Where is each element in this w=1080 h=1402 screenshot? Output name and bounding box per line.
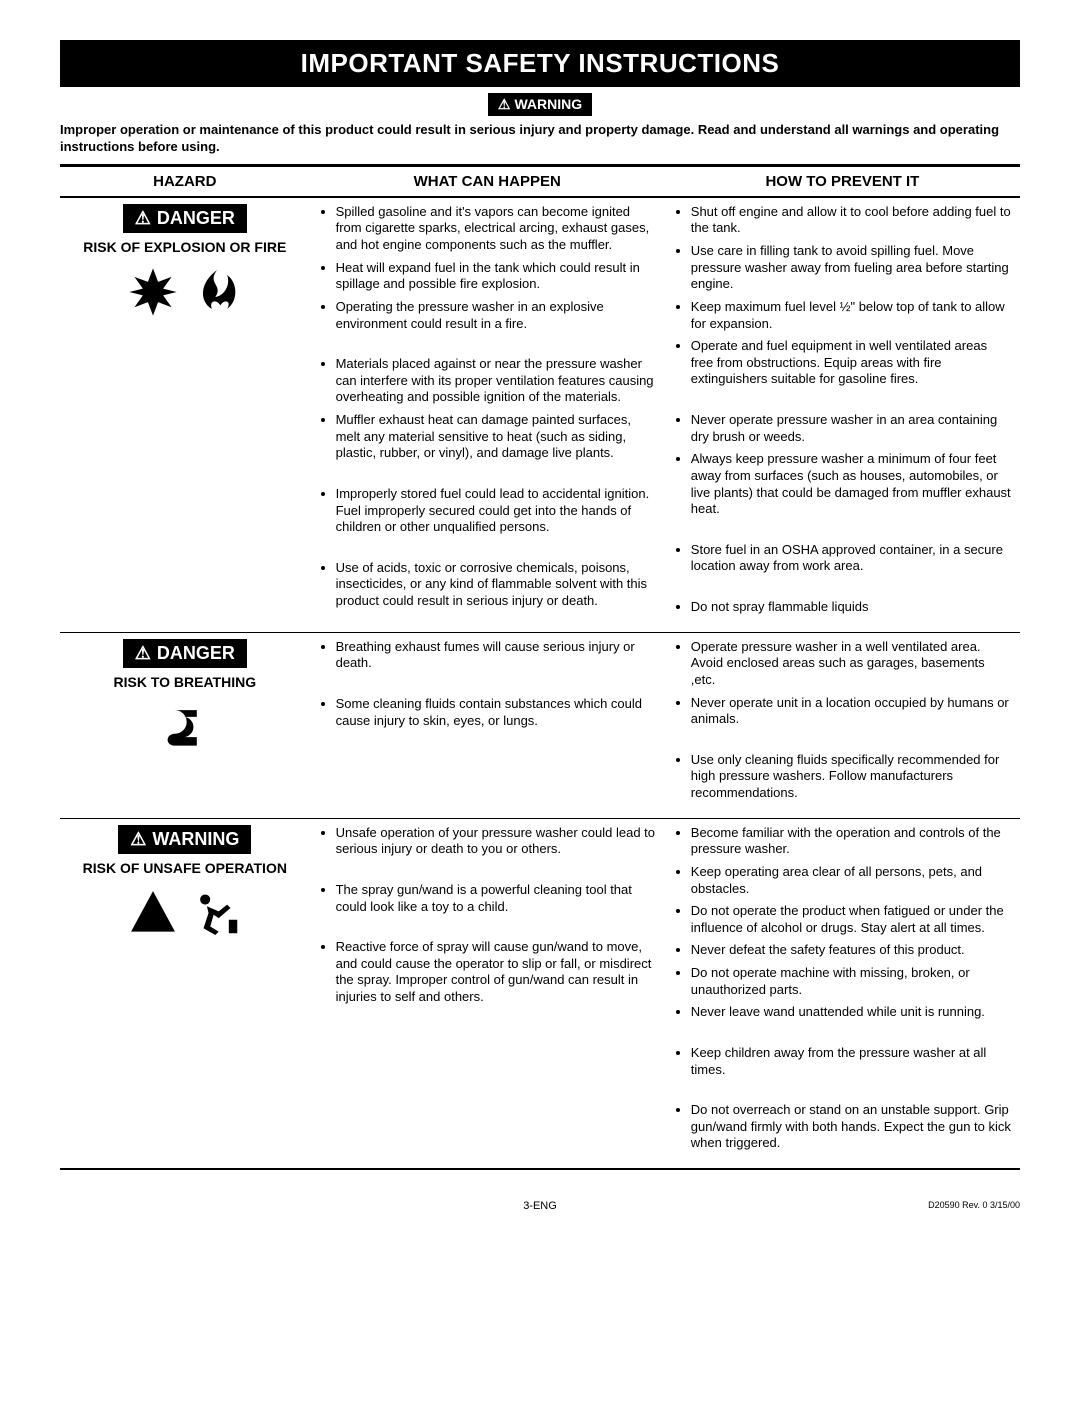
how-to-prevent-cell: Operate pressure washer in a well ventil…	[665, 632, 1020, 818]
how-item: Operate and fuel equipment in well venti…	[691, 338, 1012, 388]
explosion-icon	[123, 265, 183, 319]
how-item: Always keep pressure washer a minimum of…	[691, 451, 1012, 518]
hazard-label: DANGER	[123, 204, 247, 233]
how-item: Never operate pressure washer in an area…	[691, 412, 1012, 445]
how-item: Do not operate machine with missing, bro…	[691, 965, 1012, 998]
how-item: Keep operating area clear of all persons…	[691, 864, 1012, 897]
how-item: Use only cleaning fluids specifically re…	[691, 752, 1012, 802]
breathing-icon	[155, 700, 215, 754]
what-item: Breathing exhaust fumes will cause serio…	[336, 639, 657, 672]
hazard-cell: WARNING RISK OF UNSAFE OPERATION	[60, 818, 310, 1169]
how-item: Use care in filling tank to avoid spilli…	[691, 243, 1012, 293]
how-item: Keep children away from the pressure was…	[691, 1045, 1012, 1078]
how-item: Do not overreach or stand on an unstable…	[691, 1102, 1012, 1152]
what-item: Use of acids, toxic or corrosive chemica…	[336, 560, 657, 610]
what-can-happen-cell: Breathing exhaust fumes will cause serio…	[310, 632, 665, 818]
hazard-cell: DANGER RISK OF EXPLOSION OR FIRE	[60, 197, 310, 632]
hazard-table: HAZARD WHAT CAN HAPPEN HOW TO PREVENT IT…	[60, 164, 1020, 1170]
hazard-title: RISK OF UNSAFE OPERATION	[68, 860, 302, 876]
how-to-prevent-cell: Become familiar with the operation and c…	[665, 818, 1020, 1169]
hazard-cell: DANGER RISK TO BREATHING	[60, 632, 310, 818]
col-header-hazard: HAZARD	[60, 165, 310, 197]
footer-center: 3-ENG	[380, 1200, 700, 1212]
slip-icon	[187, 886, 247, 940]
footer-right: D20590 Rev. 0 3/15/00	[700, 1200, 1020, 1212]
how-item: Do not operate the product when fatigued…	[691, 903, 1012, 936]
what-can-happen-cell: Unsafe operation of your pressure washer…	[310, 818, 665, 1169]
how-item: Never leave wand unattended while unit i…	[691, 1004, 1012, 1021]
what-item: Muffler exhaust heat can damage painted …	[336, 412, 657, 462]
hazard-label: WARNING	[118, 825, 251, 854]
page-title: IMPORTANT SAFETY INSTRUCTIONS	[60, 40, 1020, 87]
hazard-label: DANGER	[123, 639, 247, 668]
what-item: Heat will expand fuel in the tank which …	[336, 260, 657, 293]
what-item: Operating the pressure washer in an expl…	[336, 299, 657, 332]
what-item: Improperly stored fuel could lead to acc…	[336, 486, 657, 536]
page-footer: 3-ENG D20590 Rev. 0 3/15/00	[60, 1200, 1020, 1212]
what-item: The spray gun/wand is a powerful cleanin…	[336, 882, 657, 915]
what-item: Materials placed against or near the pre…	[336, 356, 657, 406]
hazard-title: RISK OF EXPLOSION OR FIRE	[68, 239, 302, 255]
intro-text: Improper operation or maintenance of thi…	[60, 122, 1020, 156]
alert-icon	[123, 886, 183, 940]
top-warning-badge: WARNING	[488, 93, 592, 116]
what-can-happen-cell: Spilled gasoline and it's vapors can bec…	[310, 197, 665, 632]
how-item: Operate pressure washer in a well ventil…	[691, 639, 1012, 689]
how-to-prevent-cell: Shut off engine and allow it to cool bef…	[665, 197, 1020, 632]
what-item: Spilled gasoline and it's vapors can bec…	[336, 204, 657, 254]
col-header-what: WHAT CAN HAPPEN	[310, 165, 665, 197]
how-item: Become familiar with the operation and c…	[691, 825, 1012, 858]
what-item: Some cleaning fluids contain substances …	[336, 696, 657, 729]
what-item: Unsafe operation of your pressure washer…	[336, 825, 657, 858]
col-header-how: HOW TO PREVENT IT	[665, 165, 1020, 197]
what-item: Reactive force of spray will cause gun/w…	[336, 939, 657, 1006]
how-item: Never operate unit in a location occupie…	[691, 695, 1012, 728]
how-item: Do not spray flammable liquids	[691, 599, 1012, 616]
how-item: Shut off engine and allow it to cool bef…	[691, 204, 1012, 237]
hazard-title: RISK TO BREATHING	[68, 674, 302, 690]
how-item: Never defeat the safety features of this…	[691, 942, 1012, 959]
how-item: Store fuel in an OSHA approved container…	[691, 542, 1012, 575]
how-item: Keep maximum fuel level ½" below top of …	[691, 299, 1012, 332]
fire-icon	[187, 265, 247, 319]
